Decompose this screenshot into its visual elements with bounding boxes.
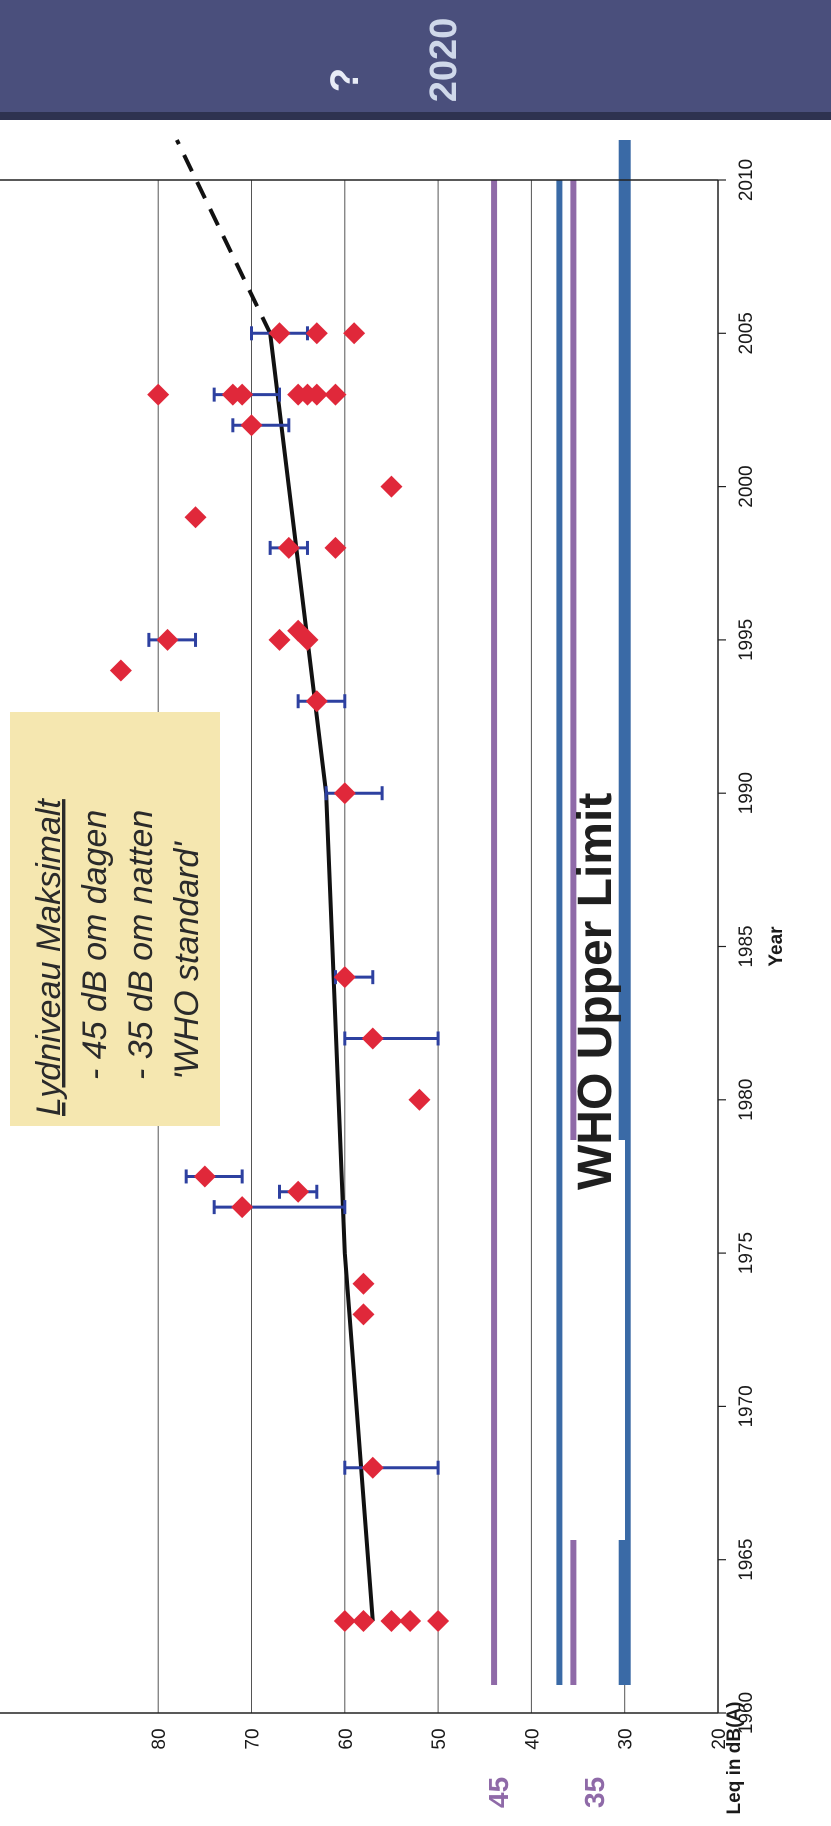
data-point-12 [361, 1027, 384, 1050]
data-point-24 [380, 475, 403, 498]
y-tick-label-20: 20 [709, 1728, 730, 1749]
banner-year: 2020 [423, 18, 465, 103]
banner-edge [0, 112, 831, 120]
axes: 20 30 40 50 60 70 80 1960 1965 1970 1975 1980 1985 19… [0, 159, 787, 1815]
data-point-11 [408, 1088, 431, 1111]
limit-label-45: 45 [483, 1777, 514, 1808]
data-point-21 [277, 536, 300, 559]
data-point-31 [305, 383, 328, 406]
trend-projection-line [175, 139, 272, 335]
y-tick-label-60: 60 [336, 1728, 357, 1749]
data-point-33 [268, 322, 291, 345]
data-point-3 [399, 1610, 422, 1633]
data-point-0 [333, 1610, 356, 1633]
x-tick-label-1975: 1975 [736, 1232, 757, 1274]
data-point-26 [147, 383, 170, 406]
data-point-6 [352, 1303, 375, 1326]
data-point-32 [324, 383, 347, 406]
note-title: Lydniveau Maksimalt [30, 798, 68, 1116]
x-tick-label-1995: 1995 [736, 619, 757, 661]
data-point-10 [193, 1165, 216, 1188]
data-point-28 [231, 383, 254, 406]
x-axis-title: Year [766, 926, 787, 967]
point-layer [109, 322, 450, 1633]
note-line-standard: 'WHO standard' [168, 841, 206, 1080]
y-tick-label-70: 70 [243, 1728, 264, 1749]
data-point-4 [427, 1610, 450, 1633]
data-point-7 [352, 1272, 375, 1295]
x-tick-label-2005: 2005 [736, 312, 757, 354]
y-tick-label-50: 50 [429, 1728, 450, 1749]
data-point-8 [231, 1196, 254, 1219]
note-line-day: - 45 dB om dagen [76, 810, 114, 1080]
y-tick-label-80: 80 [149, 1728, 170, 1749]
x-tick-label-1990: 1990 [736, 772, 757, 814]
note-line-night: - 35 dB om natten [122, 810, 160, 1080]
data-point-1 [352, 1610, 375, 1633]
data-point-34 [305, 322, 328, 345]
data-point-9 [287, 1180, 310, 1203]
data-point-35 [343, 322, 366, 345]
limit-label-35: 35 [579, 1777, 610, 1808]
note-box [10, 712, 220, 1126]
x-tick-label-1980: 1980 [736, 1079, 757, 1121]
banner-question-mark: ? [323, 68, 367, 92]
data-point-22 [324, 536, 347, 559]
x-tick-label-2000: 2000 [736, 465, 757, 507]
data-point-2 [380, 1610, 403, 1633]
x-tick-label-1960: 1960 [736, 1692, 757, 1734]
data-point-17 [156, 628, 179, 651]
y-tick-label-30: 30 [616, 1728, 637, 1749]
data-point-5 [361, 1456, 384, 1479]
data-point-13 [333, 966, 356, 989]
data-point-25 [240, 414, 263, 437]
x-tick-label-2010: 2010 [736, 159, 757, 201]
x-tick-label-1985: 1985 [736, 925, 757, 967]
data-point-16 [109, 659, 132, 682]
top-banner [0, 0, 831, 118]
data-point-18 [268, 628, 291, 651]
data-point-14 [333, 782, 356, 805]
y-tick-label-40: 40 [522, 1728, 543, 1749]
data-point-15 [305, 690, 328, 713]
data-point-23 [184, 506, 207, 529]
x-tick-label-1970: 1970 [736, 1385, 757, 1427]
who-upper-limit-label: WHO Upper Limit [569, 793, 622, 1190]
y-axis-title: Leq in dB(A) [724, 1702, 745, 1815]
who-label-bg [565, 1140, 625, 1540]
data-point-20 [287, 619, 310, 642]
x-tick-label-1965: 1965 [736, 1539, 757, 1581]
